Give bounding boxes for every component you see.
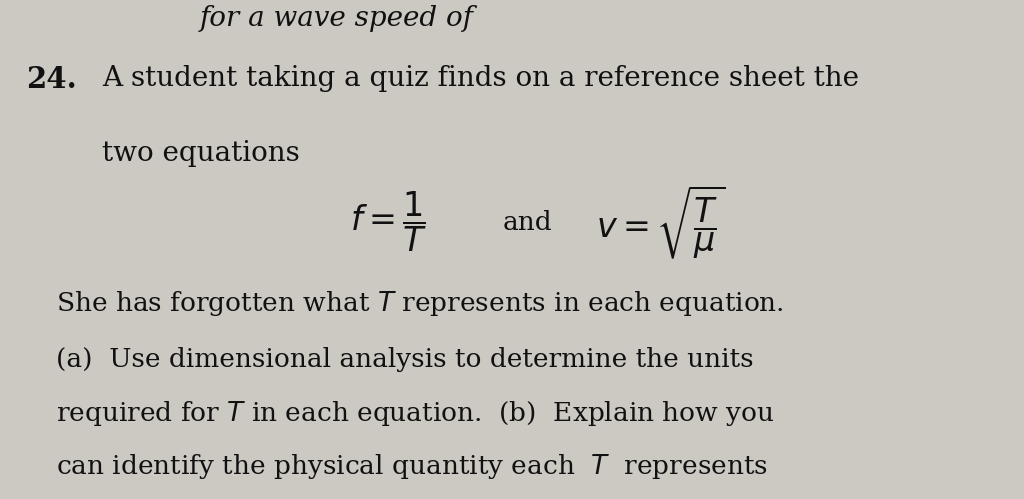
Text: can identify the physical quantity each  $T$  represents: can identify the physical quantity each … — [56, 452, 768, 481]
Text: $v = \sqrt{\dfrac{T}{\mu}}$: $v = \sqrt{\dfrac{T}{\mu}}$ — [596, 183, 725, 261]
Text: and: and — [503, 210, 552, 235]
Text: 24.: 24. — [26, 65, 77, 94]
Text: $f = \dfrac{1}{T}$: $f = \dfrac{1}{T}$ — [350, 190, 428, 254]
Text: She has forgotten what $T$ represents in each equation.: She has forgotten what $T$ represents in… — [56, 289, 784, 318]
Text: for a wave speed of: for a wave speed of — [200, 5, 474, 32]
Text: (a)  Use dimensional analysis to determine the units: (a) Use dimensional analysis to determin… — [56, 347, 754, 372]
Text: required for $T$ in each equation.  (b)  Explain how you: required for $T$ in each equation. (b) E… — [56, 399, 775, 428]
Text: A student taking a quiz finds on a reference sheet the: A student taking a quiz finds on a refer… — [102, 65, 859, 92]
Text: two equations: two equations — [102, 140, 300, 167]
